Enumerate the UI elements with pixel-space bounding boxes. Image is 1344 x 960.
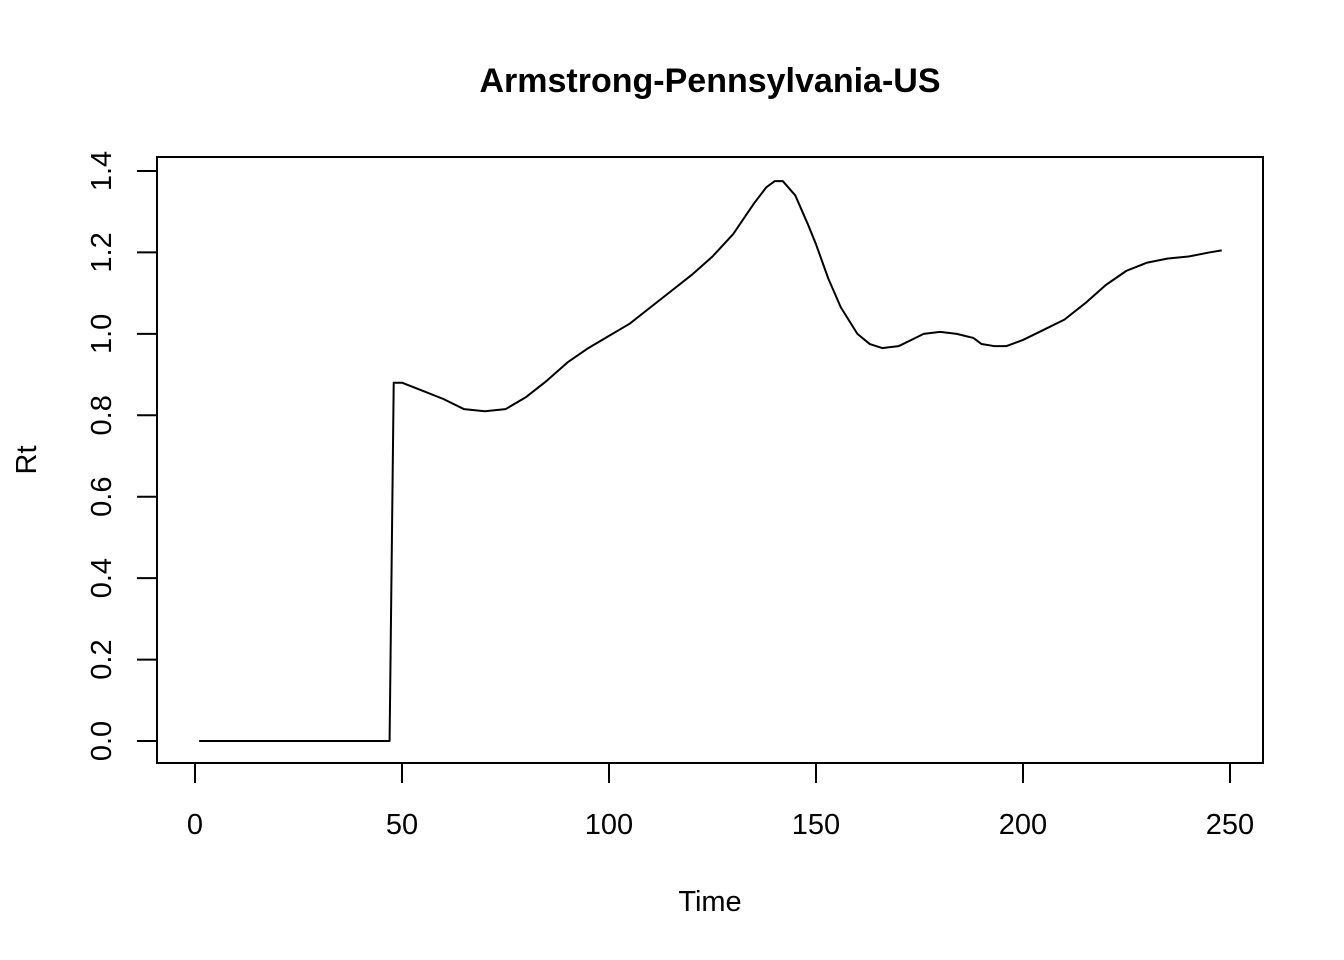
y-axis: 0.0 0.2 0.4 0.6 0.8 1.0 1.2 1.4	[86, 151, 158, 761]
y-tick-label: 0.2	[86, 639, 118, 679]
plot-frame	[156, 156, 1264, 764]
series-layer	[199, 180, 1222, 742]
series-line	[199, 180, 1222, 742]
y-tick-label: 1.4	[86, 151, 118, 191]
x-tick-label: 200	[999, 809, 1047, 841]
y-tick-label: 0.0	[86, 721, 118, 761]
y-tick-label: 1.2	[86, 232, 118, 272]
x-tick-label: 50	[386, 809, 418, 841]
x-axis-label: Time	[678, 886, 741, 918]
x-tick-label: 100	[585, 809, 633, 841]
y-tick-label: 0.8	[86, 395, 118, 435]
x-tick-label: 0	[187, 809, 203, 841]
y-tick-label: 0.6	[86, 477, 118, 517]
x-tick-label: 150	[792, 809, 840, 841]
y-tick-label: 0.4	[86, 558, 118, 598]
chart-title: Armstrong-Pennsylvania-US	[480, 62, 941, 100]
y-axis-label: Rt	[11, 446, 43, 475]
y-tick-label: 1.0	[86, 314, 118, 354]
x-tick-label: 250	[1206, 809, 1254, 841]
x-axis: 0 50 100 150 200 250	[187, 762, 1254, 841]
